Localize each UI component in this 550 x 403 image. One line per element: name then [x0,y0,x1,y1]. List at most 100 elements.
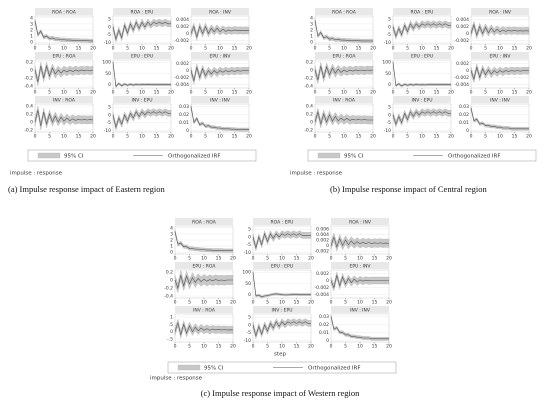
y-tick-label: -5 [247,330,252,336]
x-tick-label: 15 [372,300,378,306]
irf-line [190,106,249,130]
plot-title: EPU : EPU [131,53,153,59]
y-tick-label: 3 [310,21,313,27]
y-tick-label: 0.2 [166,270,173,276]
y-tick-label: 0.002 [176,61,189,67]
y-tick-label: -0.2 [304,76,313,82]
x-tick-label: 5 [406,90,409,96]
x-tick-label: 10 [139,90,145,96]
x-tick-label: 15 [76,90,82,96]
plot-area [392,59,452,89]
y-tick-label: -0.4 [164,294,173,300]
legend-ci: 95% CI [64,153,84,159]
y-tick-label: 0 [108,112,111,118]
x-tick-label: 5 [484,90,487,96]
title-strip [113,52,171,59]
x-tick-label: 20 [168,90,174,96]
x-tick-label: 15 [216,344,222,350]
y-tick-label: 0 [186,128,189,134]
x-tick-label: 5 [484,46,487,52]
ci-band [470,20,530,40]
x-tick-label: 20 [308,344,314,350]
y-tick-label: 0 [310,68,313,74]
irf-line [470,66,530,81]
x-tick-label: 0 [330,344,333,350]
x-tick-label: 20 [370,90,376,96]
x-tick-label: 20 [526,134,532,140]
x-tick-label: 10 [61,134,67,140]
x-tick-label: 20 [230,344,236,350]
x-tick-label: 20 [168,134,174,140]
y-tick-label: 0.2 [26,112,33,118]
x-tick-label: 0 [112,134,115,140]
x-tick-label: 15 [76,134,82,140]
x-tick-label: 5 [328,46,331,52]
title-strip [175,218,233,225]
plot-title: EPU : ROA [193,263,217,269]
x-tick-label: 0 [190,90,193,96]
y-tick-label: 0.03 [319,314,329,320]
y-tick-label: 0 [186,68,189,74]
y-tick-label: -5 [387,32,392,38]
legend-irf: Orthogonalized IRF [308,365,360,371]
plot-area [252,225,312,255]
title-strip [191,8,249,15]
y-tick-label: 2 [170,238,173,244]
y-tick-label: 5 [108,17,111,23]
x-tick-label: 0 [392,90,395,96]
x-tick-label: 10 [139,134,145,140]
x-tick-label: 5 [126,134,129,140]
y-tick-label: 0 [310,40,313,46]
y-tick-label: 0 [248,292,251,298]
y-tick-label: 0 [108,24,111,30]
irf-line [174,321,234,336]
x-tick-label: 10 [201,256,207,262]
title-strip [393,52,451,59]
y-tick-label: -5 [387,120,392,126]
y-tick-label: 0.02 [179,112,189,118]
x-tick-label: 10 [279,300,285,306]
y-tick-label: 5 [248,227,251,233]
irf-line [34,64,94,83]
y-tick-label: 3 [30,21,33,27]
x-tick-label: 5 [48,46,51,52]
x-tick-label: 0 [252,300,255,306]
plot-title: EPU : INV [350,263,372,269]
y-tick-label: 50 [105,71,111,77]
plot-title: INV : ROA [193,307,216,313]
plot-title: ROA : INV [349,219,372,225]
x-tick-label: 0 [330,300,333,306]
y-tick-label: 100 [242,270,251,276]
plot-title: EPU : EPU [271,263,293,269]
y-tick-label: -5 [247,242,252,248]
ci-band [470,63,530,84]
x-tick-label: 10 [139,46,145,52]
y-tick-label: 4 [170,225,173,231]
x-tick-label: 5 [266,300,269,306]
y-tick-label: 0.01 [179,120,189,126]
x-tick-label: 0 [314,46,317,52]
x-tick-label: 5 [188,300,191,306]
x-tick-label: 5 [328,90,331,96]
x-tick-label: 15 [232,90,238,96]
x-tick-label: 20 [246,134,252,140]
panel-caption: (a) Impulse response impact of Eastern r… [8,184,165,194]
y-tick-label: -0.004 [454,82,469,88]
title-strip [175,306,233,313]
y-tick-label: 100 [382,60,391,66]
x-tick-label: 20 [448,90,454,96]
x-tick-label: 5 [344,300,347,306]
plot-title: ROA : ROA [52,9,77,15]
ci-band [112,108,172,132]
x-tick-label: 20 [168,46,174,52]
plot-title: INV : INV [350,307,371,313]
ci-band [314,107,374,129]
y-tick-label: 0 [248,322,251,328]
x-tick-label: 20 [308,300,314,306]
x-tick-label: 15 [356,46,362,52]
x-tick-label: 15 [512,46,518,52]
irf-line [314,20,373,42]
x-tick-label: 10 [357,300,363,306]
x-tick-label: 15 [294,344,300,350]
